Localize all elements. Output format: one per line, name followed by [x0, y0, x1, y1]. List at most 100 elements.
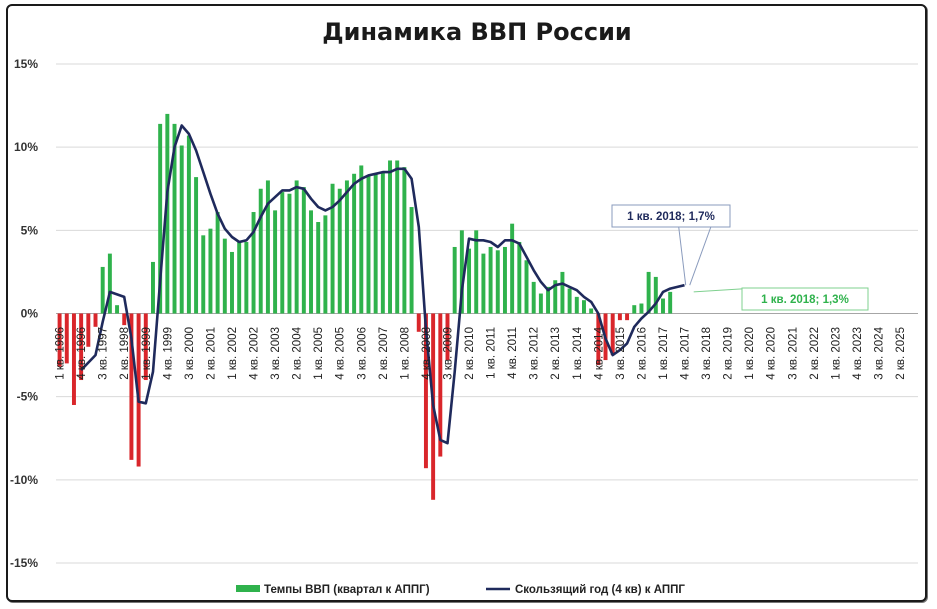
x-tick-label: 1 кв. 2023	[830, 327, 842, 380]
gdp-bar	[366, 175, 371, 314]
gdp-bar	[179, 145, 184, 314]
gdp-bar	[495, 250, 500, 314]
gdp-bar	[150, 261, 155, 314]
callout-box-bars	[741, 287, 869, 311]
gdp-bar	[488, 246, 493, 314]
chart-title: Динамика ВВП России	[322, 18, 631, 46]
x-tick-label: 1 кв. 1996	[55, 327, 67, 380]
gdp-bar	[567, 288, 572, 314]
callout-text-bars: 1 кв. 2018; 1,3%	[761, 294, 849, 306]
callout-text-line: 1 кв. 2018; 1,7%	[627, 211, 715, 223]
x-tick-label: 4 кв. 1996	[76, 327, 88, 380]
y-tick-label: -15%	[10, 556, 38, 570]
x-tick-label: 3 кв. 2000	[184, 327, 196, 380]
gdp-bar	[531, 281, 536, 314]
x-tick-label: 1 кв. 2002	[227, 327, 239, 380]
gdp-bar	[416, 313, 421, 332]
gdp-bar	[553, 280, 558, 314]
gdp-bar	[524, 260, 529, 314]
gdp-bar	[330, 183, 335, 314]
x-tick-label: 1 кв. 2005	[313, 327, 325, 380]
y-tick-label: 10%	[14, 140, 38, 154]
gdp-bar	[280, 192, 285, 314]
gdp-bar	[438, 313, 443, 457]
callout-box-line	[611, 204, 731, 228]
gdp-bar	[273, 210, 278, 314]
x-tick-label: 3 кв. 2009	[442, 327, 454, 380]
x-tick-label: 3 кв. 2021	[787, 327, 799, 380]
x-tick-label: 3 кв. 1997	[98, 327, 110, 380]
gdp-bar	[201, 235, 206, 314]
gdp-bar	[165, 113, 170, 314]
x-tick-label: 3 кв. 2024	[873, 326, 885, 379]
gdp-bar	[373, 173, 378, 314]
chart-canvas: 15% 10% 5% 0% -5% -10% -15% 1 кв. 1996 4 кв. 19…	[10, 18, 918, 596]
gdp-bar	[237, 241, 242, 314]
x-tick-label: 4 кв. 2023	[852, 327, 864, 380]
x-tick-label: 4 кв. 2020	[766, 327, 778, 380]
y-tick-label: 5%	[21, 223, 39, 237]
gdp-bar	[646, 271, 651, 314]
x-tick-label: 2 кв. 2010	[464, 327, 476, 380]
x-tick-label: 4 кв. 2002	[249, 327, 261, 380]
x-tick-label: 2 кв. 2019	[723, 327, 735, 380]
gdp-bar	[215, 212, 220, 314]
gdp-bar	[301, 187, 306, 314]
gdp-bar	[510, 223, 515, 314]
gdp-bar	[610, 313, 615, 356]
y-tick-label: -5%	[17, 390, 39, 404]
x-tick-label: 1 кв. 2014	[572, 326, 584, 379]
gdp-bar	[445, 313, 450, 361]
gdp-bar	[294, 180, 299, 314]
gdp-bar	[581, 300, 586, 314]
x-tick-label: 4 кв. 2017	[680, 327, 692, 380]
gdp-bar	[481, 253, 486, 314]
x-tick-label: 4 кв. 2005	[335, 327, 347, 380]
gdp-bar	[194, 177, 199, 314]
x-tick-label: 2 кв. 1998	[119, 327, 131, 380]
gdp-bar	[115, 305, 120, 314]
gdp-bar	[502, 246, 507, 314]
gdp-bar	[251, 212, 256, 314]
gdp-bar	[617, 313, 622, 321]
legend-label-line: Скользящий год (4 кв) к АППГ	[515, 584, 685, 596]
legend-swatch-bars	[236, 585, 260, 592]
gdp-bar	[172, 123, 177, 314]
x-tick-label: 2 кв. 2004	[292, 326, 304, 379]
moving-year-line	[80, 124, 685, 445]
callout-leader-bars	[693, 288, 743, 293]
gdp-bar	[93, 313, 98, 327]
gdp-bar	[395, 160, 400, 314]
x-tick-label: 2 кв. 2013	[550, 327, 562, 380]
gdp-bar	[517, 241, 522, 314]
x-tick-label: 3 кв. 2006	[356, 327, 368, 380]
gdp-bar	[632, 305, 637, 314]
x-tick-label: 1 кв. 2011	[486, 327, 498, 379]
gdp-bar	[402, 167, 407, 314]
gdp-bar	[546, 286, 551, 314]
gdp-bar	[337, 188, 342, 314]
y-tick-label: 0%	[21, 307, 39, 321]
gdp-bar	[71, 313, 76, 405]
gdp-bar	[309, 210, 313, 314]
gdp-bar	[653, 276, 658, 314]
x-tick-label: 2 кв. 2001	[205, 327, 217, 380]
gdp-bar	[100, 266, 105, 314]
gdp-bar	[661, 298, 665, 314]
gdp-bar	[265, 180, 270, 314]
gdp-bar	[474, 230, 479, 314]
x-tick-label: 1 кв. 1999	[141, 327, 153, 380]
x-tick-label: 3 кв. 2003	[270, 327, 282, 380]
y-tick-label: 15%	[14, 57, 38, 71]
x-tick-label: 2 кв. 2016	[636, 327, 648, 380]
x-tick-label: 1 кв. 2008	[399, 327, 411, 380]
x-tick-label: 4 кв. 2011	[507, 327, 519, 379]
gdp-bar	[352, 173, 357, 314]
gdp-bar	[459, 230, 464, 314]
gdp-bar	[136, 313, 141, 467]
x-tick-label: 3 кв. 2015	[615, 327, 627, 380]
gdp-bar	[538, 293, 543, 314]
x-tick-label: 4 кв. 1999	[162, 327, 174, 380]
gdp-bar	[639, 303, 644, 314]
gdp-bar	[244, 241, 249, 314]
